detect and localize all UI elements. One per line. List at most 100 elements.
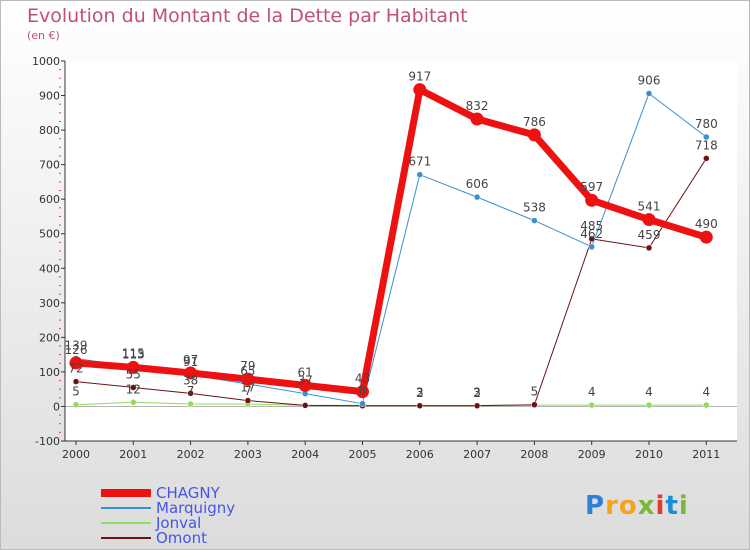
x-tick-label: 2011: [692, 448, 720, 461]
y-tick-label: 900: [39, 90, 60, 103]
y-tick-label: 0: [53, 400, 60, 413]
data-label-jonval: 7: [244, 384, 252, 398]
data-label-omont: 459: [638, 228, 661, 242]
data-label-marquigny: 606: [466, 177, 489, 191]
data-label-marquigny: 671: [408, 155, 431, 169]
data-label-marquigny: 8: [359, 384, 367, 398]
data-label-jonval: 12: [126, 382, 141, 396]
data-label-marquigny: 115: [122, 347, 145, 361]
legend-swatch-chagny: [101, 489, 151, 497]
data-label-omont: 72: [68, 362, 83, 376]
data-point-jonval: [187, 400, 194, 408]
data-label-jonval: 4: [645, 385, 653, 399]
data-point-jonval: [72, 401, 80, 408]
data-point-omont: [301, 402, 309, 409]
data-label-marquigny: 906: [638, 73, 661, 87]
x-tick-label: 2005: [349, 448, 377, 461]
data-point-marquigny: [416, 171, 424, 178]
data-label-omont: 2: [473, 386, 481, 400]
series-line-omont: [75, 157, 707, 407]
y-tick-label: 100: [39, 366, 60, 379]
data-label-chagny: 97: [183, 353, 198, 367]
y-tick-label: -100: [35, 435, 60, 448]
legend-swatch-marquigny: [101, 507, 151, 509]
x-tick-label: 2009: [578, 448, 606, 461]
data-point-omont: [473, 402, 481, 410]
data-point-chagny: [642, 213, 656, 227]
data-point-omont: [72, 378, 80, 385]
logo-letter: i: [655, 491, 666, 521]
x-tick-label: 2007: [463, 448, 491, 461]
data-point-omont: [244, 397, 252, 404]
x-tick-label: 2003: [234, 448, 262, 461]
data-point-omont: [531, 401, 538, 408]
data-label-omont: 55: [126, 367, 141, 381]
data-label-chagny: 126: [65, 343, 88, 357]
data-label-chagny: 541: [638, 200, 661, 214]
y-tick-label: 200: [39, 331, 60, 344]
logo-letter: x: [637, 491, 656, 521]
data-label-marquigny: 780: [695, 117, 718, 131]
data-label-omont: 38: [183, 373, 198, 387]
legend-label-chagny: CHAGNY: [156, 484, 220, 502]
x-tick-label: 2000: [62, 448, 90, 461]
data-label-jonval: 3: [416, 385, 424, 399]
data-label-chagny: 490: [695, 217, 718, 231]
data-label-chagny: 832: [466, 99, 489, 113]
data-point-chagny: [126, 360, 140, 374]
data-label-chagny: 786: [523, 115, 546, 129]
proxiti-logo: Proxiti: [585, 491, 689, 521]
legend-swatch-jonval: [101, 522, 151, 524]
data-label-jonval: 4: [702, 385, 710, 399]
data-label-marquigny: 65: [240, 364, 255, 378]
data-point-chagny: [241, 372, 255, 386]
data-label-omont: 5: [531, 385, 539, 399]
y-tick-label: 600: [39, 193, 60, 206]
data-label-marquigny: 139: [65, 338, 88, 352]
data-point-chagny: [527, 128, 541, 142]
data-point-marquigny: [531, 217, 538, 224]
data-point-marquigny: [359, 400, 366, 407]
data-label-chagny: 917: [408, 70, 431, 84]
data-point-jonval: [703, 401, 710, 409]
legend-label-marquigny: Marquigny: [156, 499, 236, 517]
data-point-omont: [130, 384, 137, 391]
data-label-marquigny: 91: [183, 355, 198, 369]
data-point-chagny: [184, 366, 198, 380]
x-tick-label: 2006: [406, 448, 434, 461]
logo-letter: i: [678, 491, 689, 521]
legend-label-jonval: Jonval: [156, 514, 202, 532]
data-point-omont: [416, 402, 424, 410]
data-label-chagny: 43: [355, 372, 370, 386]
data-point-omont: [645, 244, 653, 252]
data-point-chagny: [470, 112, 484, 126]
data-label-chagny: 113: [122, 347, 145, 361]
series-line-chagny: [72, 86, 710, 396]
data-label-jonval: 4: [588, 385, 596, 399]
data-label-marquigny: 37: [298, 374, 313, 388]
y-tick-label: 1000: [32, 55, 60, 68]
data-label-marquigny: 538: [523, 201, 546, 215]
data-label-chagny: 597: [580, 180, 603, 194]
x-tick-label: 2004: [291, 448, 319, 461]
data-label-jonval: 5: [72, 385, 80, 399]
data-point-chagny: [356, 385, 369, 399]
data-point-jonval: [588, 401, 595, 409]
legend-label-omont: Omont: [156, 529, 207, 547]
logo-letter: P: [585, 491, 606, 521]
data-label-omont: 17: [240, 381, 255, 395]
data-point-marquigny: [473, 193, 481, 201]
data-point-jonval: [130, 399, 137, 406]
legend-swatch-omont: [101, 537, 151, 539]
data-point-chagny: [699, 230, 713, 244]
data-point-marquigny: [645, 90, 653, 97]
data-label-marquigny: 462: [580, 227, 603, 241]
y-tick-label: 700: [39, 159, 60, 172]
x-tick-label: 2008: [520, 448, 548, 461]
chart-layer: -100 0 100 200 300 400 500 600 700 800 900 1000 2000…: [32, 55, 737, 461]
data-label-jonval: 3: [473, 385, 481, 399]
data-point-marquigny: [588, 243, 595, 251]
x-tick-label: 2002: [177, 448, 205, 461]
